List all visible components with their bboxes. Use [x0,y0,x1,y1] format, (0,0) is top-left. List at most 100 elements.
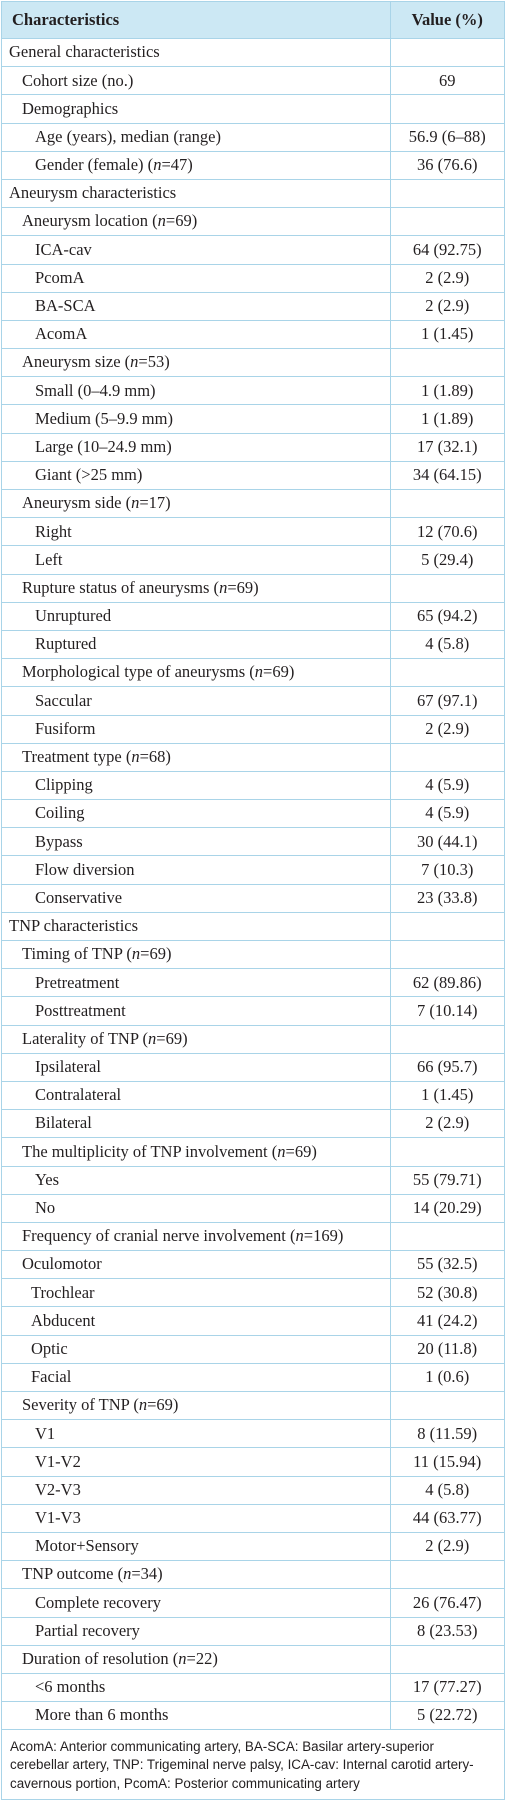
row-value: 55 (79.71) [389,1165,504,1195]
row-value: 56.9 (6–88) [389,122,504,152]
table-row: Aneurysm characteristics [2,178,504,208]
row-value [389,1644,504,1674]
row-label: Pretreatment [2,968,390,997]
table-row: Timing of TNP (n=69) [2,939,504,969]
row-value: 4 (5.8) [389,629,504,659]
row-value: 66 (95.7) [389,1052,504,1082]
row-value: 8 (23.53) [389,1616,504,1646]
row-value: 26 (76.47) [389,1588,504,1617]
row-value [389,348,504,377]
row-label: More than 6 months [2,1701,390,1730]
row-value: 8 (11.59) [389,1419,504,1448]
row-label: Facial [2,1362,390,1392]
row-label: Aneurysm side (n=17) [2,488,390,518]
row-label: Aneurysm location (n=69) [2,207,390,236]
table-row: Aneurysm size (n=53) [2,348,504,377]
row-value: 1 (1.45) [389,1080,504,1110]
table-row: Duration of resolution (n=22) [2,1644,504,1674]
row-label: Duration of resolution (n=22) [2,1644,390,1674]
table-row: V1 8 (11.59) [2,1419,504,1448]
table-row: Aneurysm side (n=17) [2,488,504,518]
row-label: Left [2,545,390,575]
row-value: 34 (64.15) [389,460,504,490]
row-label: Optic [2,1334,390,1364]
row-label: Contralateral [2,1080,390,1110]
row-label: Motor+Sensory [2,1531,390,1561]
table-row: TNP characteristics [2,911,504,941]
row-value [389,939,504,969]
row-value [389,1024,504,1054]
row-label: V2-V3 [2,1475,390,1505]
table-row: Coiling 4 (5.9) [2,799,504,828]
row-label: Aneurysm characteristics [2,178,390,208]
row-label: Saccular [2,686,390,715]
table-row: Complete recovery 26 (76.47) [2,1588,504,1617]
table-body: General characteristics Cohort size (no.)… [2,37,504,1730]
row-label: Medium (5–9.9 mm) [2,404,390,434]
table-row: Oculomotor 55 (32.5) [2,1250,504,1279]
row-label: Complete recovery [2,1588,390,1617]
table-row: Saccular 67 (97.1) [2,686,504,715]
table-row: Clipping 4 (5.9) [2,770,504,800]
table-row: Frequency of cranial nerve involvement (… [2,1221,504,1251]
row-value: 65 (94.2) [389,601,504,631]
row-label: Bilateral [2,1109,390,1138]
row-label: Timing of TNP (n=69) [2,939,390,969]
row-value [389,488,504,518]
row-value: 7 (10.3) [389,855,504,885]
row-label: Oculomotor [2,1250,390,1279]
row-value: 1 (1.45) [389,319,504,349]
table-row: Bypass 30 (44.1) [2,827,504,856]
table-row: The multiplicity of TNP involvement (n=6… [2,1137,504,1166]
table-row: TNP outcome (n=34) [2,1560,504,1589]
table-row: More than 6 months 5 (22.72) [2,1701,504,1730]
row-value: 62 (89.86) [389,968,504,997]
row-label: Partial recovery [2,1616,390,1646]
row-value [389,207,504,236]
row-value: 2 (2.9) [389,291,504,321]
row-label: General characteristics [2,37,390,67]
row-value [389,1560,504,1589]
table-row: Morphological type of aneurysms (n=69) [2,658,504,687]
row-label: Abducent [2,1306,390,1336]
row-value: 2 (2.9) [389,714,504,744]
row-value: 2 (2.9) [389,1531,504,1561]
table-row: Motor+Sensory 2 (2.9) [2,1531,504,1561]
table-row: Treatment type (n=68) [2,742,504,772]
row-label: Trochlear [2,1278,390,1307]
row-label: AcomA [2,319,390,349]
row-value: 36 (76.6) [389,150,504,180]
row-label: TNP outcome (n=34) [2,1560,390,1589]
table-row: Small (0–4.9 mm) 1 (1.89) [2,376,504,405]
row-label: BA-SCA [2,291,390,321]
row-value [389,1137,504,1166]
table-row: Gender (female) (n=47) 36 (76.6) [2,150,504,180]
table-row: Posttreatment 7 (10.14) [2,996,504,1026]
table-row: Trochlear 52 (30.8) [2,1278,504,1307]
row-label: Yes [2,1165,390,1195]
table-row: Ipsilateral 66 (95.7) [2,1052,504,1082]
table-row: No 14 (20.29) [2,1193,504,1223]
row-label: Aneurysm size (n=53) [2,348,390,377]
row-value [389,94,504,124]
row-value: 23 (33.8) [389,883,504,913]
table-row: <6 months 17 (77.27) [2,1672,504,1702]
table-row: AcomA 1 (1.45) [2,319,504,349]
table-row: Unruptured 65 (94.2) [2,601,504,631]
table-row: ICA-cav 64 (92.75) [2,235,504,264]
table-row: Giant (>25 mm) 34 (64.15) [2,460,504,490]
table-footnote: AcomA: Anterior communicating artery, BA… [2,1729,504,1799]
table-row: Cohort size (no.) 69 [2,66,504,95]
row-value [389,178,504,208]
row-value: 1 (1.89) [389,404,504,434]
table-row: Laterality of TNP (n=69) [2,1024,504,1054]
row-label: Posttreatment [2,996,390,1026]
row-label: Age (years), median (range) [2,122,390,152]
row-value: 55 (32.5) [389,1250,504,1279]
table-row: General characteristics [2,37,504,67]
header-value: Value (%) [389,2,504,39]
table-row: Severity of TNP (n=69) [2,1390,504,1420]
table-row: Optic 20 (11.8) [2,1334,504,1364]
row-label: Rupture status of aneurysms (n=69) [2,573,390,603]
row-label: Right [2,517,390,546]
